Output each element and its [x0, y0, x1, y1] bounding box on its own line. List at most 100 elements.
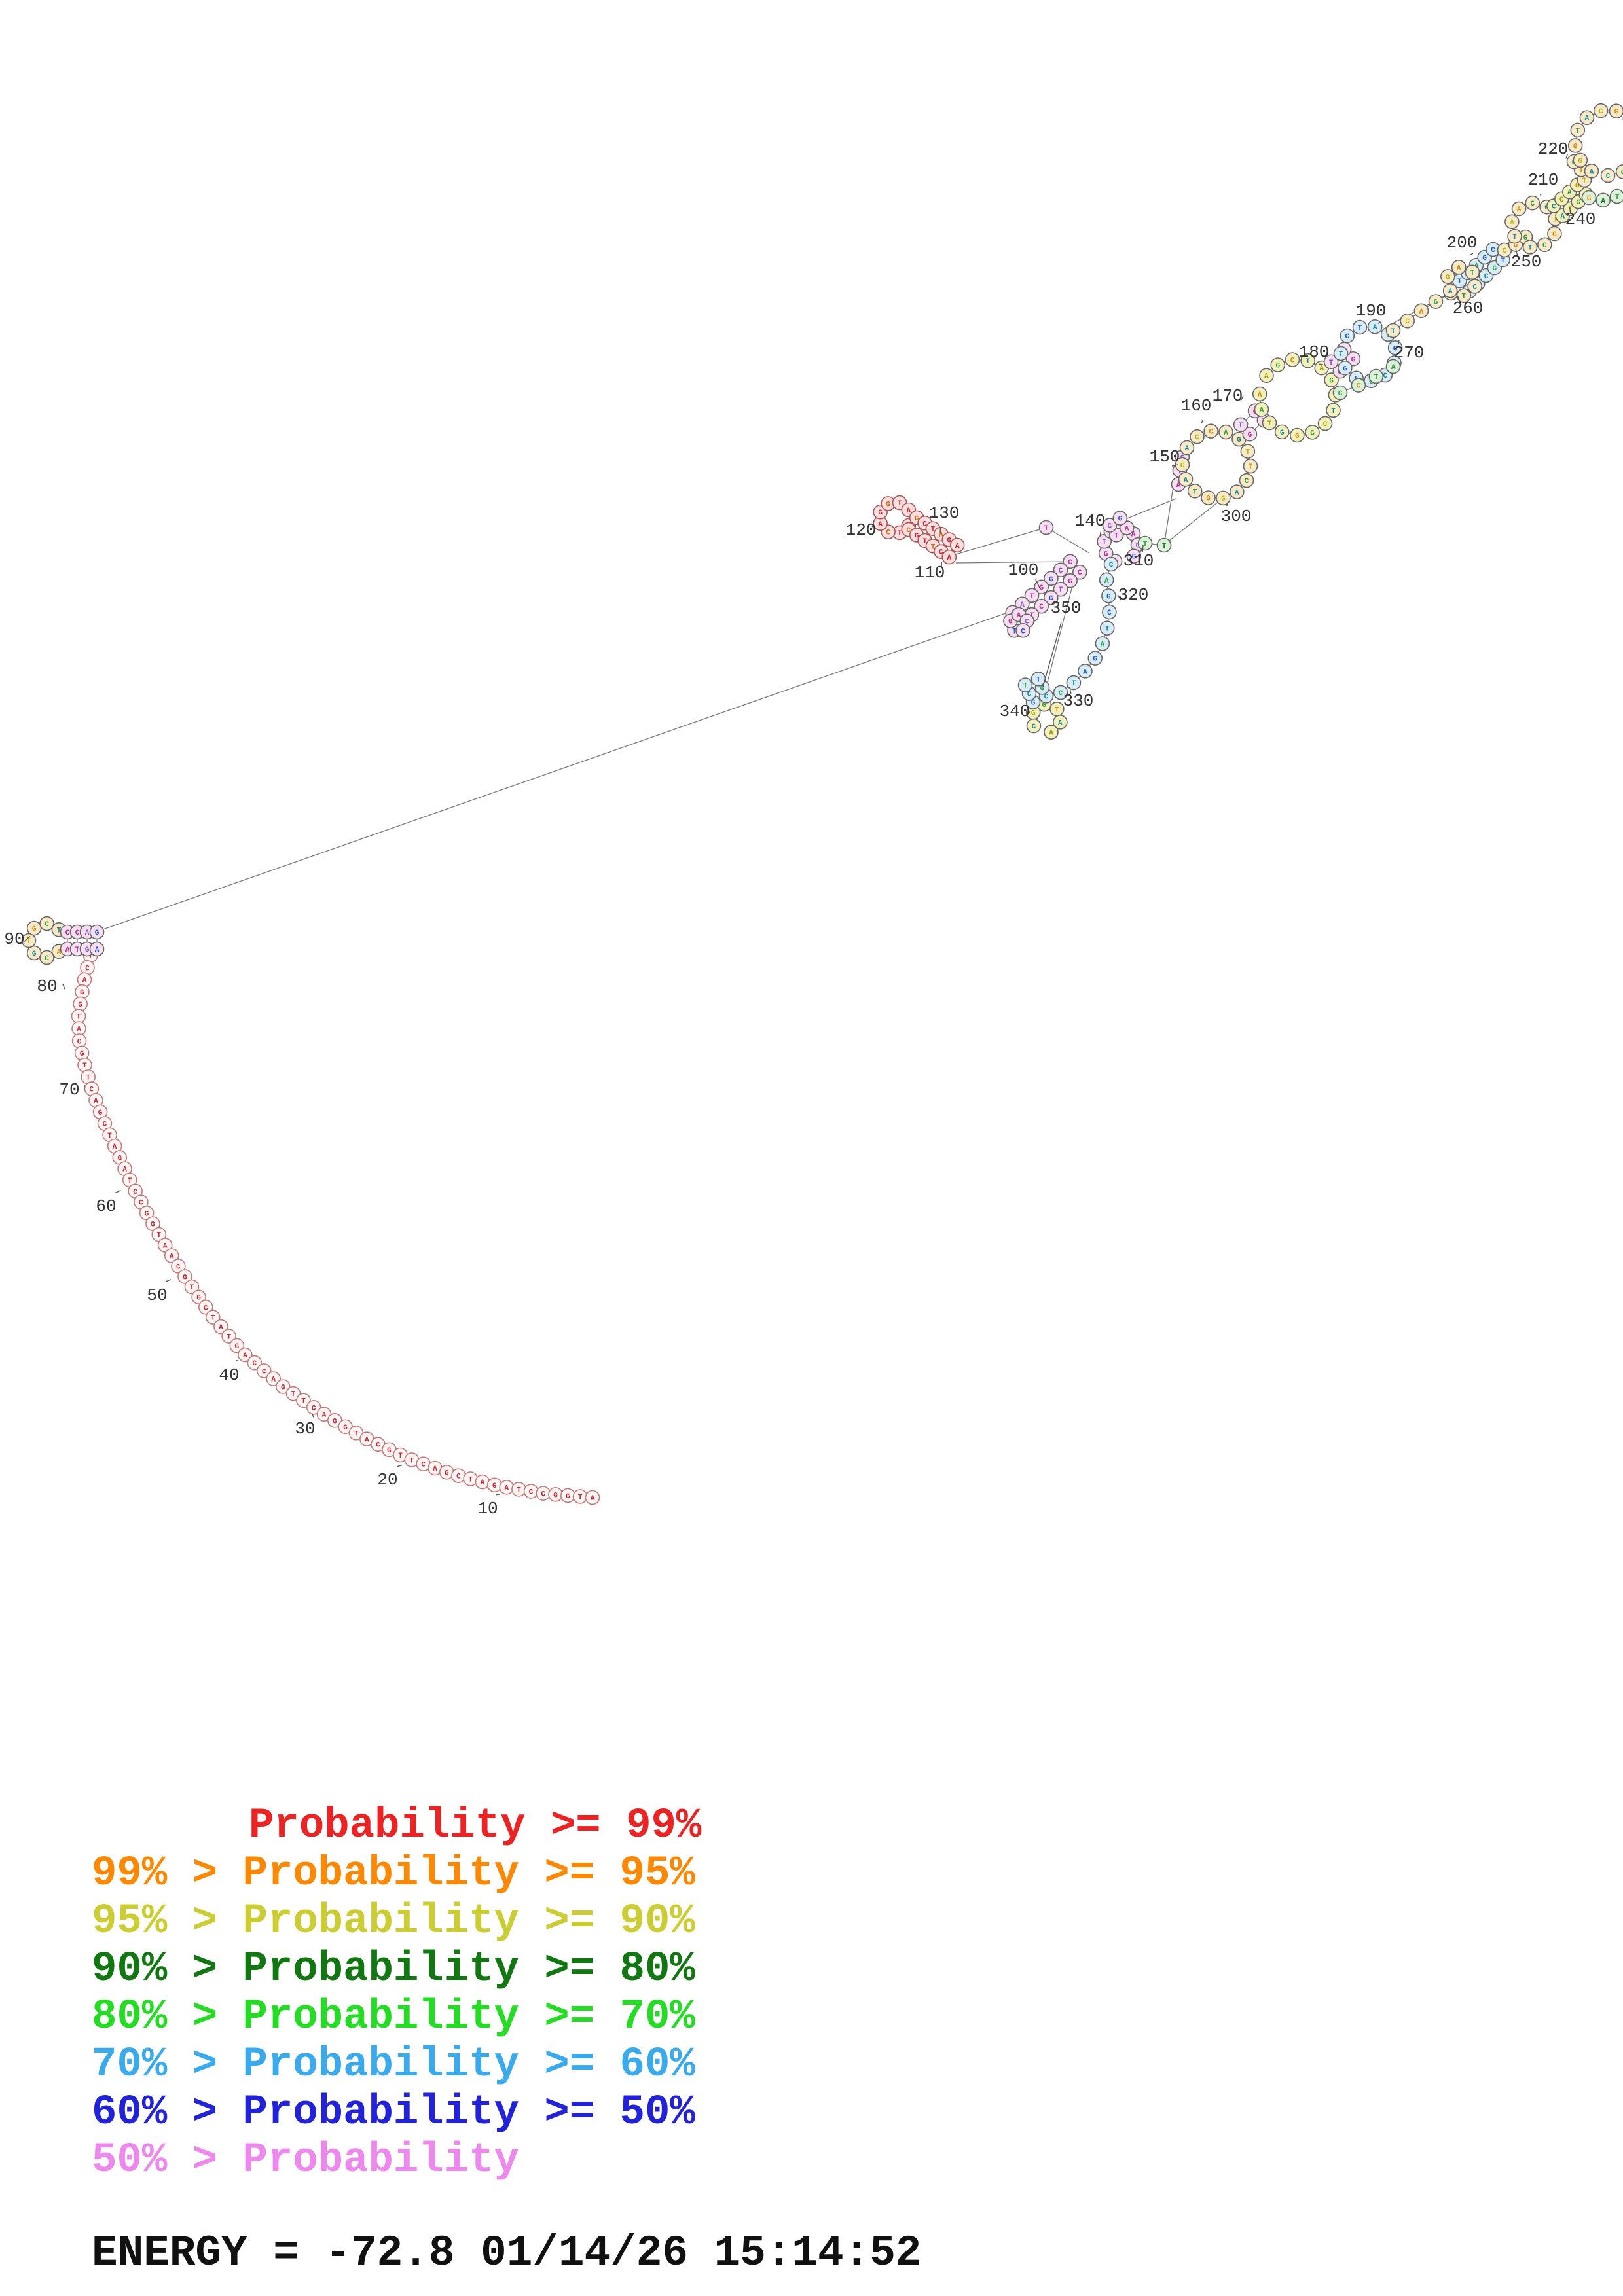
nucleotide-letter: G	[78, 1001, 82, 1009]
nucleotide-bead	[1385, 359, 1401, 374]
nucleotide-letter: C	[1027, 691, 1032, 699]
nucleotide-letter: A	[163, 1243, 168, 1251]
nucleotide-letter: T	[1462, 293, 1467, 301]
nucleotide-letter: T	[1036, 676, 1041, 684]
nucleotide-letter: T	[1249, 463, 1253, 471]
nucleotide-letter: T	[1331, 408, 1336, 416]
nucleotide-letter: T	[86, 1074, 90, 1082]
nucleotide-bead	[89, 924, 105, 940]
nucleotide-bead	[1218, 424, 1233, 440]
nucleotide-bead	[1522, 240, 1538, 255]
nucleotide-letter: T	[190, 1284, 194, 1292]
nucleotide-letter: A	[878, 521, 883, 529]
nucleotide-letter: T	[1501, 257, 1505, 265]
residue-number-label: 80	[37, 977, 57, 996]
label-tick-line	[1319, 363, 1323, 365]
nucleotide-bead	[1243, 458, 1258, 474]
nucleotide-bead	[1053, 562, 1068, 578]
nucleotide-bead	[1525, 195, 1541, 211]
nucleotide-bead	[1242, 426, 1258, 442]
nucleotide-letter: C	[103, 1121, 107, 1129]
backbone-connector-line	[955, 527, 1047, 555]
nucleotide-letter: G	[1514, 242, 1518, 250]
nucleotide-letter: G	[1523, 234, 1528, 242]
nucleotide-letter: A	[1176, 482, 1181, 490]
nucleotide-bead	[1175, 457, 1190, 473]
label-tick-line	[1142, 545, 1144, 552]
nucleotide-bead	[1465, 264, 1480, 280]
nucleotide-bead	[1547, 226, 1562, 242]
nucleotide-bead	[26, 920, 42, 936]
nucleotide-bead	[1053, 581, 1068, 597]
nucleotide-letter: T	[1023, 683, 1028, 691]
nucleotide-letter: C	[1559, 196, 1564, 204]
nucleotide-bead	[1270, 357, 1286, 372]
nucleotide-letter: A	[1131, 531, 1136, 539]
nucleotide-bead	[1615, 164, 1623, 179]
label-tick-line	[1171, 464, 1178, 467]
nucleotide-letter: G	[281, 1384, 285, 1392]
nucleotide-bead	[1229, 484, 1245, 499]
nucleotide-letter: T	[1470, 270, 1475, 278]
nucleotide-letter: G	[1118, 516, 1123, 524]
energy-annotation: ENERGY = -72.8 01/14/26 15:14:52	[92, 2229, 921, 2278]
residue-number-label: 240	[1565, 209, 1596, 229]
label-tick-line	[496, 1494, 500, 1496]
nucleotide-letter: T	[517, 1486, 521, 1494]
nucleotide-bead	[1511, 201, 1527, 217]
nucleotide-letter: G	[80, 989, 84, 997]
structure-canvas: TCAGGTACGTTCAGCTAGATCCGGTAACGTGCTATGACCA…	[4, 103, 1623, 1518]
nucleotide-bead	[1600, 168, 1616, 183]
label-tick-line	[397, 1464, 403, 1467]
nucleotide-letter: C	[1338, 390, 1343, 398]
nucleotide-letter: C	[1310, 429, 1315, 437]
nucleotide-bead	[21, 933, 37, 948]
nucleotide-letter: C	[1323, 421, 1328, 429]
nucleotide-letter: A	[57, 949, 62, 957]
residue-number-label: 150	[1150, 447, 1180, 467]
nucleotide-letter: C	[1209, 429, 1213, 437]
nucleotide-letter: A	[1235, 490, 1239, 497]
nucleotide-letter: C	[90, 1086, 94, 1094]
nucleotide-letter: C	[133, 1189, 137, 1196]
residue-number-label: 140	[1075, 511, 1106, 531]
label-tick-line	[1565, 154, 1569, 159]
nucleotide-letter: G	[566, 1493, 570, 1501]
nucleotide-letter: T	[301, 1398, 306, 1406]
nucleotide-bead	[1254, 402, 1269, 417]
nucleotide-letter: G	[98, 1109, 103, 1117]
nucleotide-letter: C	[75, 929, 80, 937]
nucleotide-bead	[1340, 328, 1355, 344]
nucleotide-bead	[1442, 283, 1458, 298]
nucleotide-letter: A	[1260, 406, 1264, 414]
nucleotide-letter: A	[1590, 168, 1594, 176]
nucleotide-bead	[1385, 323, 1401, 338]
nucleotide-letter: A	[1125, 525, 1129, 533]
nucleotide-letter: A	[1049, 730, 1053, 738]
nucleotide-letter: C	[1195, 434, 1199, 442]
nucleotide-letter: G	[1093, 656, 1097, 664]
nucleotide-letter: A	[1391, 364, 1396, 372]
nucleotide-letter: G	[117, 1155, 122, 1162]
nucleotide-letter: A	[170, 1253, 174, 1261]
nucleotide-letter: G	[1136, 542, 1140, 550]
nucleotide-bead	[949, 537, 965, 553]
nucleotide-letter: C	[421, 1462, 426, 1469]
nucleotide-letter: G	[1237, 437, 1241, 444]
nucleotide-bead	[1099, 620, 1115, 636]
nucleotide-bead	[1259, 368, 1274, 384]
nucleotide-letter: G	[145, 1210, 149, 1218]
nucleotide-letter: T	[1162, 543, 1167, 550]
nucleotide-bead	[1333, 346, 1349, 361]
nucleotide-letter: C	[1021, 628, 1025, 636]
nucleotide-letter: T	[931, 543, 936, 551]
nucleotide-letter: G	[1106, 593, 1111, 601]
nucleotide-letter: C	[1357, 383, 1361, 391]
nucleotide-bead	[1596, 192, 1611, 208]
nucleotide-letter: G	[886, 501, 890, 509]
nucleotide-letter: A	[481, 1479, 485, 1487]
nucleotide-letter: T	[1143, 541, 1148, 548]
nucleotide-letter: C	[204, 1304, 208, 1312]
nucleotide-bead	[941, 549, 957, 565]
nucleotide-bead	[1233, 417, 1249, 433]
